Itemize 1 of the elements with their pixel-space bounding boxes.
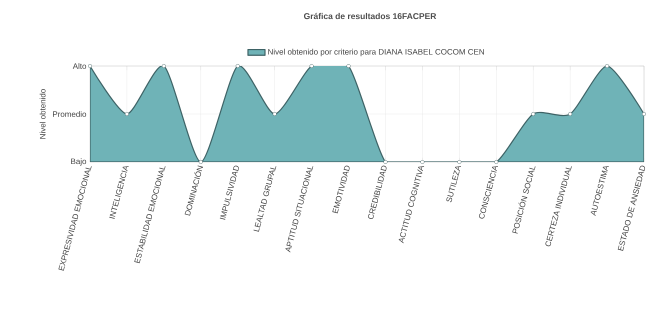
chart-title: Gráfica de resultados 16FACPER (304, 12, 436, 20)
